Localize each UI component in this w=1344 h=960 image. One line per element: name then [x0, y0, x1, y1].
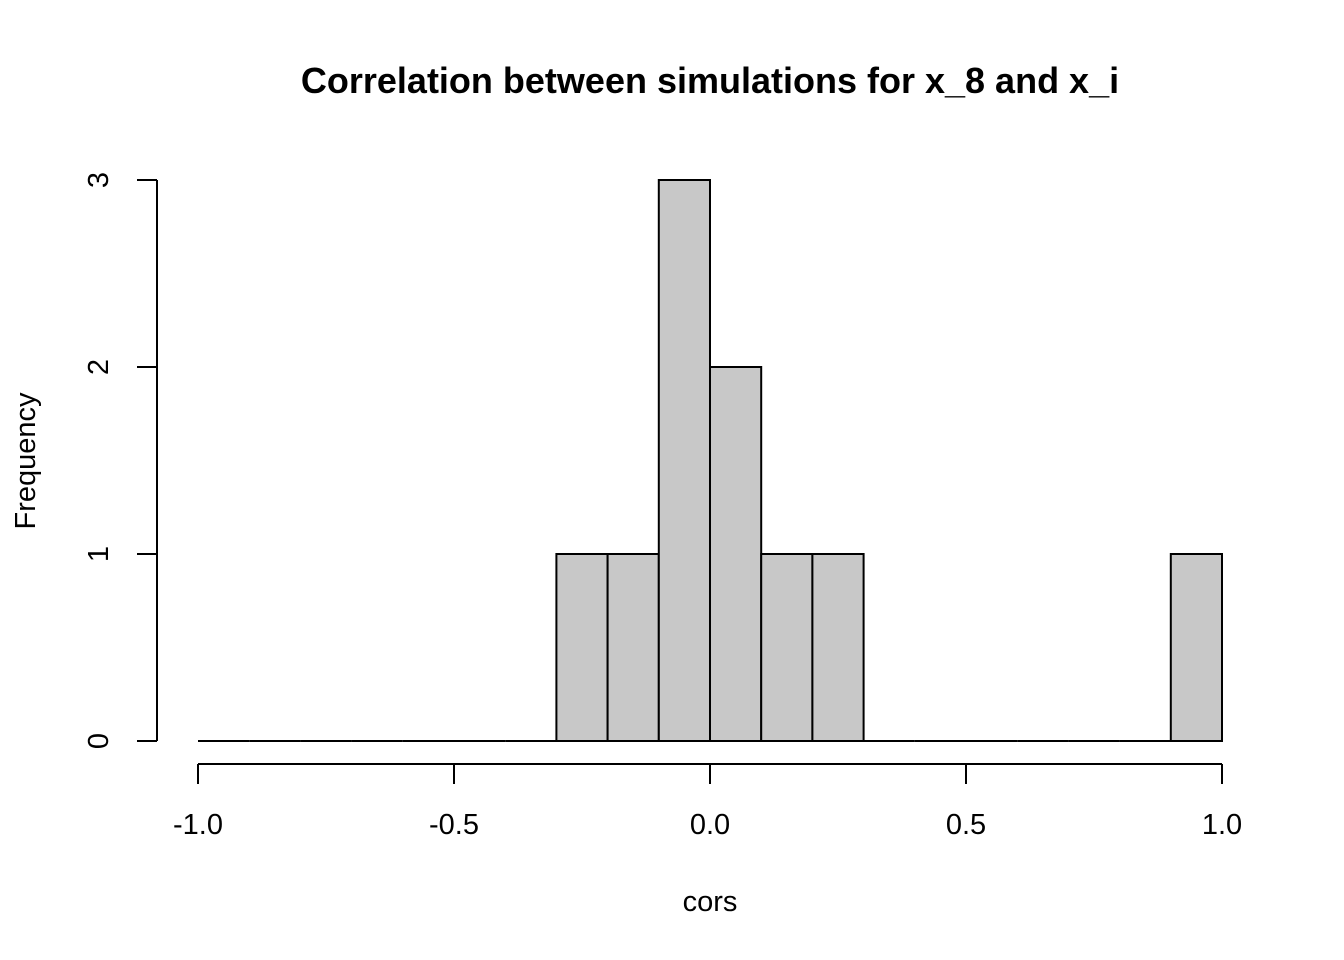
x-tick-label: 1.0 — [1202, 809, 1242, 841]
x-tick-label: -1.0 — [173, 809, 223, 841]
y-tick-label: 3 — [83, 172, 115, 188]
x-tick-label: -0.5 — [429, 809, 479, 841]
histogram-bar — [709, 366, 763, 742]
y-tick-label: 0 — [83, 733, 115, 749]
x-axis-label: cors — [683, 886, 738, 918]
x-tick-label: 0.5 — [946, 809, 986, 841]
histogram-bar — [657, 179, 711, 742]
x-tick-label: 0.0 — [690, 809, 730, 841]
x-axis: -1.0 -0.5 0.0 0.5 1.0 — [173, 763, 1242, 841]
bars-group — [198, 179, 1224, 742]
histogram-bar — [606, 553, 660, 742]
y-axis-label: Frequency — [10, 392, 42, 530]
y-axis: 0 1 2 3 — [83, 172, 158, 749]
y-tick-label: 2 — [83, 359, 115, 375]
y-tick-label: 1 — [83, 546, 115, 562]
histogram-bar — [811, 553, 865, 742]
chart-title: Correlation between simulations for x_8 … — [301, 60, 1119, 101]
histogram-bar — [1169, 553, 1224, 742]
histogram-bar — [555, 553, 609, 742]
histogram-bar — [760, 553, 814, 742]
